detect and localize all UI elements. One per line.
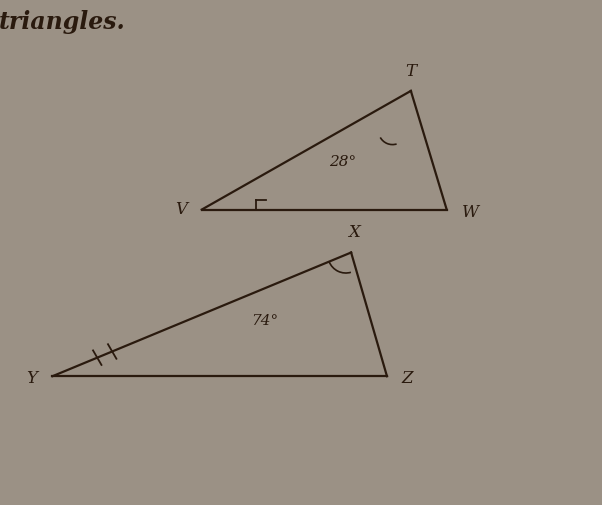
Text: V: V <box>175 201 187 218</box>
Text: 74°: 74° <box>251 314 278 328</box>
Text: triangles.: triangles. <box>0 10 125 34</box>
Text: X: X <box>348 224 360 241</box>
Text: Y: Y <box>26 370 37 387</box>
Text: 28°: 28° <box>329 155 356 169</box>
Text: W: W <box>462 204 479 221</box>
Text: Z: Z <box>402 370 414 387</box>
Text: T: T <box>405 63 417 80</box>
